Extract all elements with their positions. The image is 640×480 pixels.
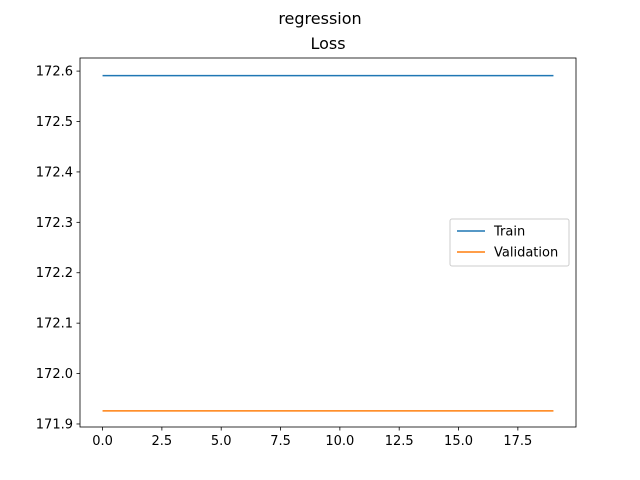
x-tick-label: 10.0 (325, 434, 354, 449)
y-tick-label: 172.6 (36, 65, 73, 80)
y-tick-label: 172.2 (36, 266, 73, 281)
y-tick-label: 172.4 (36, 165, 73, 180)
plot-area: 0.0 2.5 5.0 7.5 10.0 12.5 15.0 17.5 171.9 172.0 17… (36, 57, 577, 449)
x-tick-label: 2.5 (152, 434, 173, 449)
x-tick-label: 0.0 (92, 434, 113, 449)
y-tick-label: 172.5 (36, 115, 73, 130)
y-tick-label: 172.3 (36, 216, 73, 231)
y-tick-label: 172.1 (36, 317, 73, 332)
x-tick-label: 5.0 (211, 434, 232, 449)
legend: Train Validation (449, 218, 570, 267)
legend-label-train: Train (493, 225, 525, 240)
legend-label-validation: Validation (494, 246, 558, 261)
x-tick-label: 7.5 (270, 434, 291, 449)
x-tick-label: 17.5 (503, 434, 532, 449)
y-tick-label: 171.9 (36, 417, 73, 432)
axes-frame (79, 57, 577, 428)
figure-suptitle: regression (278, 9, 361, 28)
chart-title: Loss (310, 34, 345, 53)
y-tick-label: 172.0 (36, 367, 73, 382)
x-tick-label: 12.5 (385, 434, 414, 449)
x-tick-label: 15.0 (444, 434, 473, 449)
